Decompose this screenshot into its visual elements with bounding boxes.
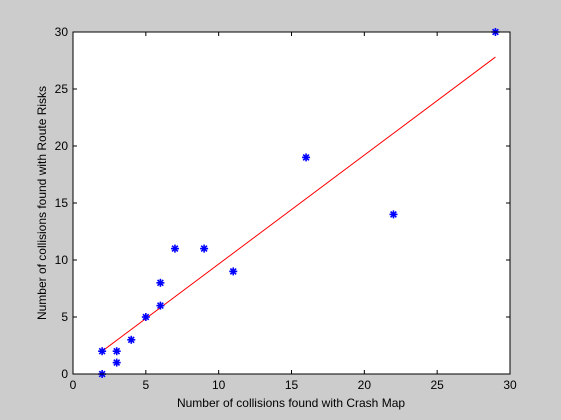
y-tick-label: 15 — [55, 196, 69, 210]
data-point — [156, 278, 165, 287]
data-point — [112, 358, 121, 367]
data-point — [229, 267, 238, 276]
data-points-layer — [98, 27, 500, 379]
data-point — [200, 244, 209, 253]
y-tick-label: 20 — [55, 139, 69, 153]
x-tick-label: 5 — [142, 378, 149, 392]
data-point — [389, 210, 398, 219]
x-tick-label: 10 — [212, 378, 226, 392]
x-axis-ticks: 0 5 10 15 20 25 30 — [70, 32, 517, 392]
fit-line-layer — [101, 56, 496, 352]
regression-line — [101, 56, 496, 352]
x-tick-label: 20 — [358, 378, 372, 392]
data-point — [141, 312, 150, 322]
data-point — [302, 153, 311, 162]
x-tick-label: 25 — [430, 378, 444, 392]
y-tick-label: 0 — [61, 367, 68, 381]
y-tick-label: 10 — [55, 253, 69, 267]
y-axis-label: Number of collisions found with Route Ri… — [35, 86, 49, 320]
x-tick-label: 0 — [70, 378, 77, 392]
y-tick-label: 25 — [55, 82, 69, 96]
data-point — [127, 335, 136, 344]
y-axis-ticks: 0 5 10 15 20 25 30 — [55, 25, 510, 381]
data-point — [98, 347, 107, 356]
y-tick-label: 30 — [55, 25, 69, 39]
data-point — [170, 244, 179, 253]
plot-area — [73, 32, 510, 374]
data-point — [112, 347, 121, 356]
x-tick-label: 30 — [503, 378, 517, 392]
x-axis-label: Number of collisions found with Crash Ma… — [177, 396, 405, 410]
y-tick-label: 5 — [61, 310, 68, 324]
data-point — [156, 301, 165, 310]
x-tick-label: 15 — [285, 378, 299, 392]
